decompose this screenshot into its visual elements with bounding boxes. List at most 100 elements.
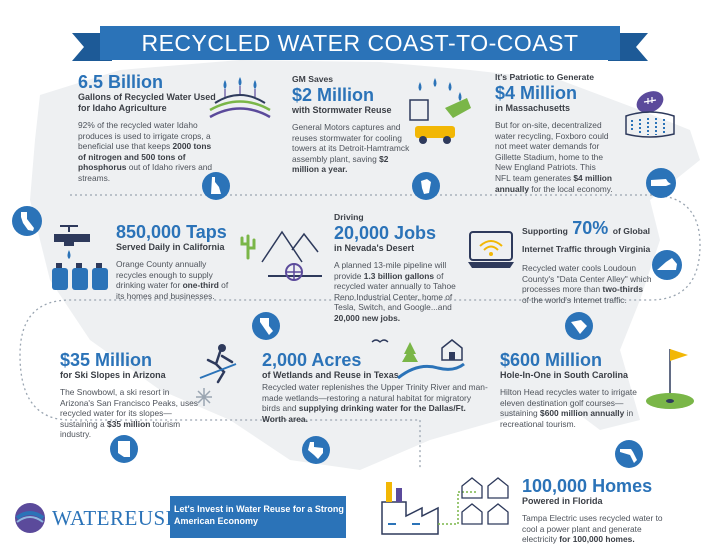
desert-cactus-icon: [240, 230, 322, 281]
coast-to-coast-route: [19, 194, 701, 470]
california-headline: 850,000 Taps: [116, 222, 227, 242]
snowflake-icon: [196, 388, 212, 406]
south-carolina-subheadline: Hole-In-One in South Carolina: [500, 370, 628, 380]
virginia-lead-2: of Global Internet Traffic through Virgi…: [522, 226, 651, 254]
title-banner: [100, 26, 620, 60]
virginia-block: Supporting 70% of Global Internet Traffi…: [522, 218, 680, 305]
arizona-state-icon: [110, 435, 138, 463]
arizona-body-bold: $35 million: [107, 418, 151, 429]
michigan-block: GM Saves $2 Million with Stormwater Reus…: [292, 74, 410, 175]
arizona-subheadline: for Ski Slopes in Arizona: [60, 370, 166, 380]
south-carolina-body-text-2: in recreational tourism.: [500, 408, 634, 429]
california-block: 850,000 Taps Served Daily in California …: [116, 222, 234, 301]
virginia-state-icon: [652, 250, 682, 280]
florida-state-icon: [615, 440, 643, 468]
florida-block: 100,000 Homes Powered in Florida Tampa E…: [522, 476, 712, 545]
california-state-icon: [12, 206, 42, 236]
california-body-text-2: of its homes and businesses.: [116, 280, 229, 301]
nevada-body-text-1: A planned 13-mile pipeline will provide: [334, 260, 447, 281]
michigan-state-icon: [412, 172, 440, 200]
massachusetts-subheadline: in Massachusetts: [495, 103, 571, 113]
arizona-body-text-2: tourism industry.: [60, 418, 181, 440]
massachusetts-lead: It's Patriotic to Generate: [495, 72, 594, 82]
nevada-state-icon: [252, 312, 280, 340]
wetlands-house-icon: [371, 339, 465, 380]
idaho-body-bold: 2000 tons of nitrogen and 500 tons of ph…: [78, 141, 212, 173]
arizona-headline: $35 Million: [60, 350, 153, 370]
florida-subheadline: Powered in Florida: [522, 496, 603, 506]
florida-headline: 100,000 Homes: [522, 476, 653, 496]
power-plant-icon: [381, 477, 509, 535]
texas-subheadline: of Wetlands and Reuse in Texas: [262, 370, 399, 380]
arizona-body-text-1: The Snowbowl, a ski resort in Arizona's …: [60, 387, 198, 429]
massachusetts-body-bold: $4 million annually: [495, 172, 613, 194]
south-carolina-headline: $600 Million: [500, 350, 603, 370]
football-icon: [636, 91, 664, 113]
idaho-subheadline: Gallons of Recycled Water Used for Idaho…: [78, 92, 216, 113]
virginia-headline: 70%: [572, 218, 609, 238]
stadium-icon: [625, 91, 675, 138]
florida-body-text-1: Tampa Electric uses recycled water to co…: [522, 513, 663, 545]
texas-block: 2,000 Acres of Wetlands and Reuse in Tex…: [262, 350, 416, 381]
virginia-body-text-2: of the world's Internet traffic.: [522, 294, 627, 305]
waterreuse-logo-text[interactable]: WATEREUSE: [52, 506, 179, 530]
nevada-body-bold-2: 20,000 new jobs.: [334, 312, 401, 323]
faucet-icon: [52, 225, 108, 290]
golf-flag-icon: [646, 349, 694, 409]
bird-icon: [371, 339, 389, 343]
nevada-block: Driving 20,000 Jobs in Nevada's Desert A…: [334, 212, 456, 324]
michigan-lead: GM Saves: [292, 74, 334, 84]
south-carolina-state-icon: [565, 312, 593, 340]
nevada-lead: Driving: [334, 212, 364, 222]
texas-body: Recycled water replenishes the Upper Tri…: [262, 382, 490, 424]
page-title: RECYCLED WATER COAST-TO-COAST: [141, 30, 579, 56]
idaho-headline: 6.5 Billion: [78, 72, 164, 92]
michigan-headline: $2 Million: [292, 85, 375, 105]
nevada-body-text-2: of recycled water annually to Tahoe Reno…: [334, 270, 456, 313]
virginia-body-text-1: Recycled water cools Loudoun County's "D…: [522, 263, 652, 295]
south-carolina-body-text-1: Hilton Head recycles water to irrigate e…: [500, 387, 637, 419]
texas-body-text: Recycled water replenishes the Upper Tri…: [262, 382, 490, 424]
california-body-bold: one-third: [182, 280, 219, 291]
virginia-body-bold: two-thirds: [602, 284, 644, 295]
idaho-block: 6.5 Billion Gallons of Recycled Water Us…: [78, 72, 218, 184]
massachusetts-block: It's Patriotic to Generate $4 Million in…: [495, 72, 613, 194]
skier-icon: [196, 344, 237, 406]
idaho-body: 92% of the recycled water Idaho produces…: [78, 120, 218, 184]
idaho-state-icon: [202, 172, 230, 200]
florida-body: Tampa Electric uses recycled water to co…: [522, 513, 672, 545]
texas-body-text-1: Recycled water replenishes the Upper Tri…: [262, 382, 488, 414]
florida-body-bold: for 100,000 homes.: [559, 534, 635, 545]
idaho-body-text-1: 92% of the recycled water Idaho produces…: [78, 120, 211, 152]
us-map-shape: [30, 60, 700, 470]
massachusetts-body-text-2: for the local economy.: [528, 183, 613, 194]
massachusetts-headline: $4 Million: [495, 83, 578, 103]
south-carolina-body-bold: $600 million annually: [540, 408, 625, 419]
waterreuse-logo-icon: [15, 503, 45, 533]
michigan-body-text-1: General Motors captures and reuses storm…: [292, 122, 410, 164]
massachusetts-body-text-1: But for on-site, decentralized water rec…: [495, 120, 609, 183]
wifi-laptop-icon: [468, 231, 514, 268]
virginia-headline-row: Supporting 70% of Global Internet Traffi…: [522, 218, 680, 257]
idaho-body-text-2: out of Idaho rivers and streams.: [78, 162, 213, 183]
michigan-body: General Motors captures and reuses storm…: [292, 122, 410, 175]
nevada-body-bold: 1.3 billion gallons: [363, 270, 435, 281]
texas-body-bold: supplying drinking water for the Dallas/…: [262, 403, 466, 424]
california-body-text-1: Orange County annually recycles enough t…: [116, 259, 213, 291]
california-subheadline: Served Daily in California: [116, 242, 225, 252]
michigan-subheadline: with Stormwater Reuse: [292, 105, 392, 115]
texas-state-icon: [302, 436, 330, 464]
nevada-body: A planned 13-mile pipeline will provide …: [334, 260, 456, 324]
virginia-lead: Supporting: [522, 226, 568, 236]
nevada-headline: 20,000 Jobs: [334, 223, 437, 243]
virginia-body: Recycled water cools Loudoun County's "D…: [522, 263, 652, 305]
houses-icon: [461, 477, 509, 525]
pipeline-valve-icon: [268, 263, 322, 281]
south-carolina-body: Hilton Head recycles water to irrigate e…: [500, 387, 640, 429]
texas-headline: 2,000 Acres: [262, 350, 362, 370]
crop-field-icon: [209, 77, 271, 119]
factory-water-icon: [409, 78, 471, 144]
california-body: Orange County annually recycles enough t…: [116, 259, 234, 301]
